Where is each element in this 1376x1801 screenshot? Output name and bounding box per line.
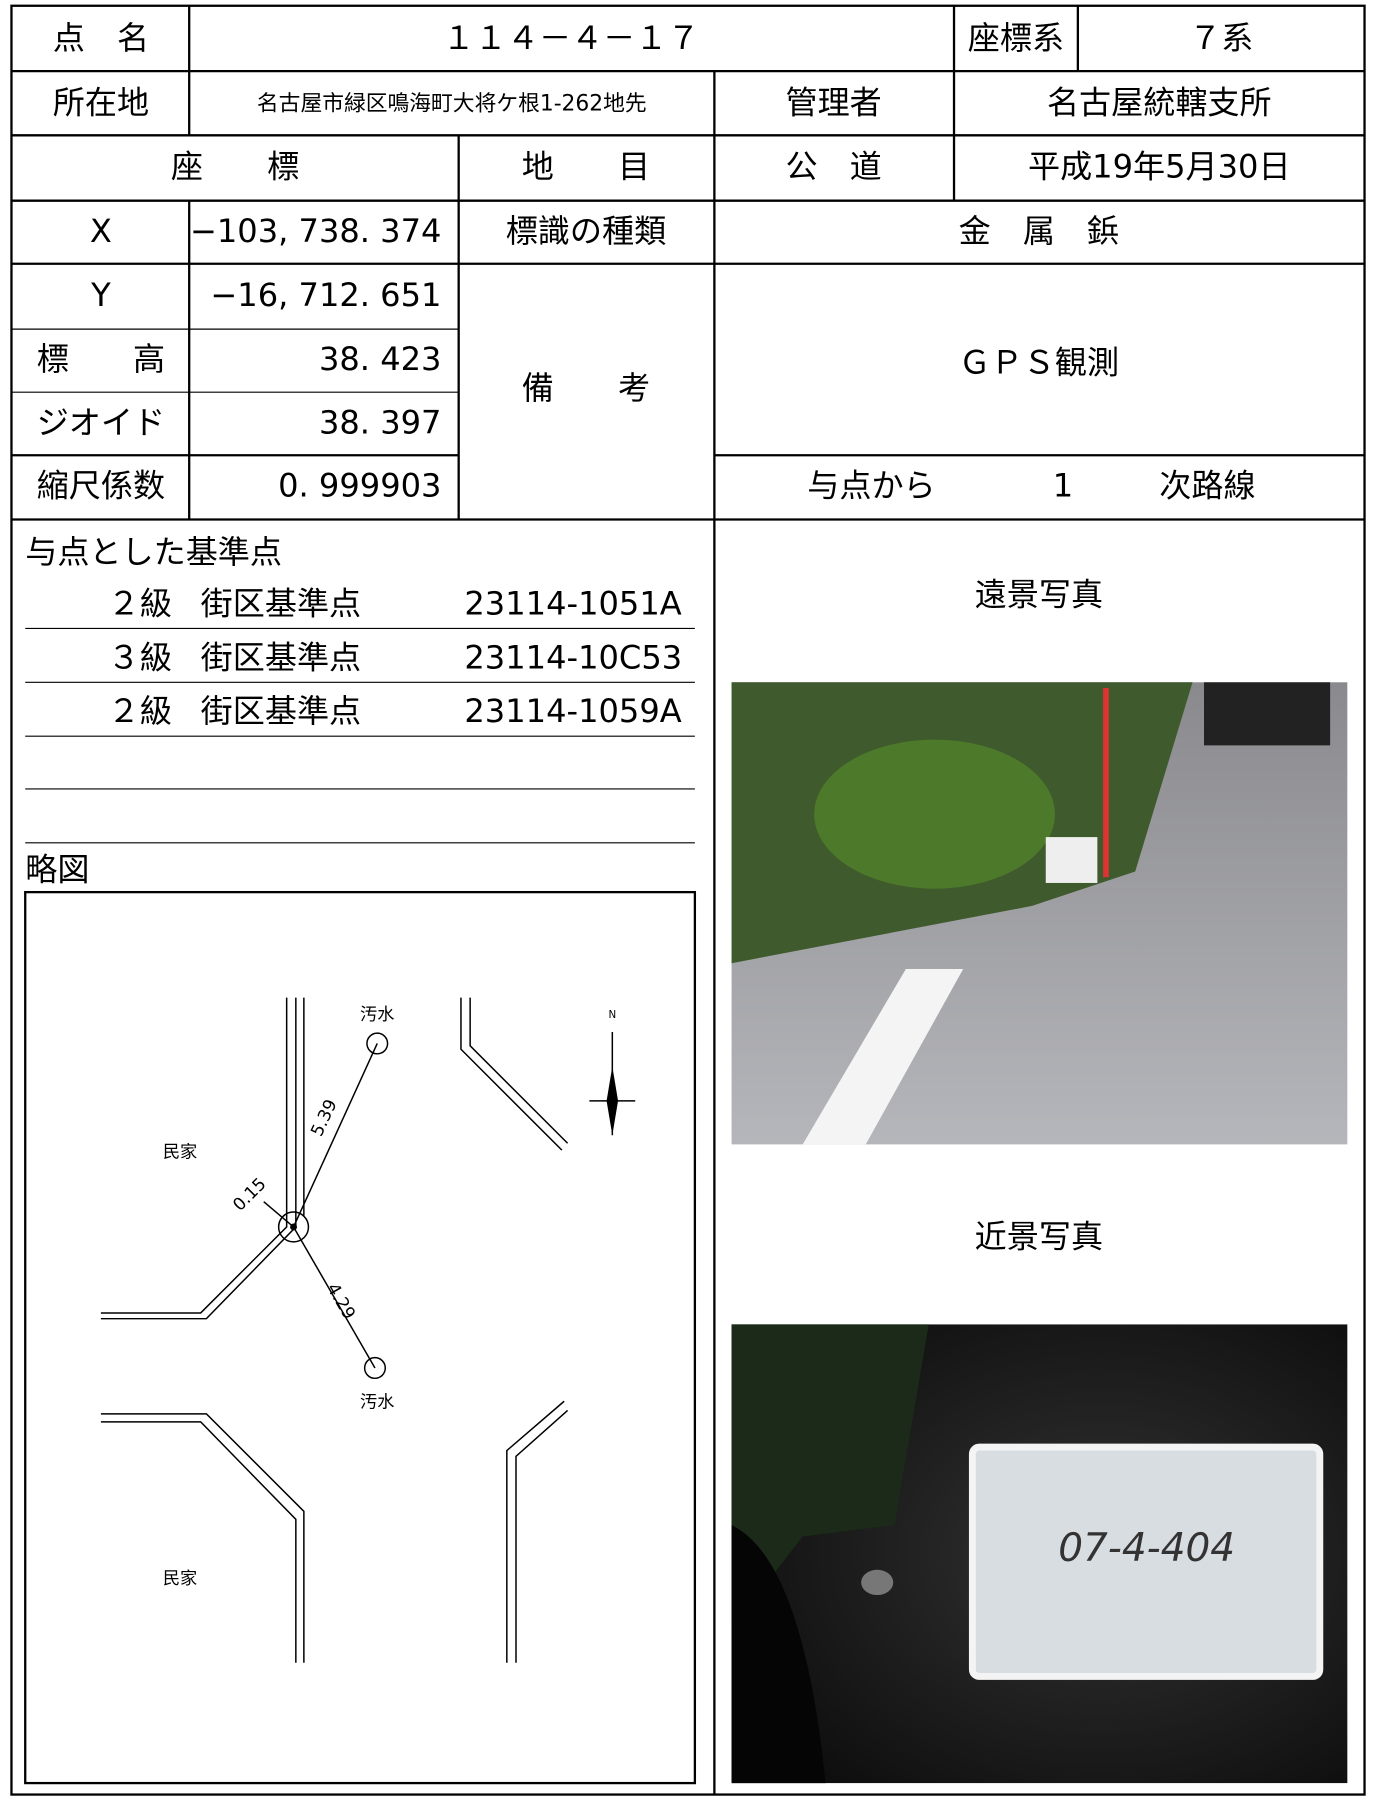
grid: [10, 4, 1366, 1796]
reference-cell: 23114-1051A: [464, 584, 681, 622]
value: 名古屋統轄支所: [1047, 83, 1272, 121]
value: 与点から: [807, 466, 935, 504]
reference-cell: 街区基準点: [201, 692, 361, 730]
reference-cell: 街区基準点: [201, 638, 361, 676]
sketch-label: 民家: [163, 1142, 197, 1162]
section-title: 遠景写真: [975, 575, 1103, 613]
label: 所在地: [53, 83, 149, 121]
value: −16, 712. 651: [210, 276, 441, 314]
near-photo: 07-4-404: [731, 1324, 1348, 1784]
label: 縮尺係数: [37, 466, 165, 504]
reference-cell: 23114-10C53: [464, 638, 682, 676]
sketch-label: 汚水: [360, 1392, 394, 1412]
value: 次路線: [1159, 466, 1255, 504]
label: 地 目: [522, 148, 650, 186]
label: 管理者: [785, 83, 881, 121]
value: ７系: [1189, 19, 1253, 57]
reference-cell: ２級: [108, 692, 172, 730]
reference-cell: 23114-1059A: [464, 692, 681, 730]
label: 標識の種類: [506, 212, 666, 250]
label: Y: [90, 276, 111, 314]
reference-cell: ３級: [108, 638, 172, 676]
label: X: [90, 212, 112, 250]
section-title: 近景写真: [975, 1217, 1103, 1255]
reference-cell: ２級: [108, 584, 172, 622]
label: 備 考: [522, 369, 650, 407]
value: １１４－４－１７: [443, 19, 700, 57]
reference-cell: 街区基準点: [201, 584, 361, 622]
label: 座 標: [171, 148, 299, 186]
value: 名古屋市緑区鳴海町大将ケ根1-262地先: [257, 91, 647, 116]
value: 平成19年5月30日: [1028, 148, 1291, 186]
label: 標 高: [37, 340, 165, 378]
label: ジオイド: [37, 403, 165, 441]
section-title: 与点とした基準点: [25, 533, 282, 571]
value: 1: [1053, 466, 1073, 504]
value: 公 道: [785, 148, 881, 186]
value: ＧＰＳ観測: [959, 344, 1119, 382]
sketch-label: 4.29: [322, 1280, 358, 1323]
sketch: [100, 997, 636, 1663]
value: −103, 738. 374: [190, 212, 441, 250]
section-title: 略図: [25, 850, 89, 888]
sketch-label: 汚水: [360, 1005, 394, 1025]
far-photo: [731, 682, 1348, 1145]
label: 点 名: [53, 19, 149, 57]
value: 0. 999903: [278, 466, 441, 504]
sketch-label: 民家: [163, 1569, 197, 1589]
value: 38. 397: [319, 403, 441, 441]
north-label: N: [608, 1009, 616, 1021]
sketch-label: 0.15: [229, 1174, 270, 1215]
board-text: 07-4-404: [1058, 1526, 1235, 1571]
label: 座標系: [968, 19, 1064, 57]
value: 38. 423: [319, 340, 441, 378]
value: 金 属 鋲: [959, 212, 1119, 250]
